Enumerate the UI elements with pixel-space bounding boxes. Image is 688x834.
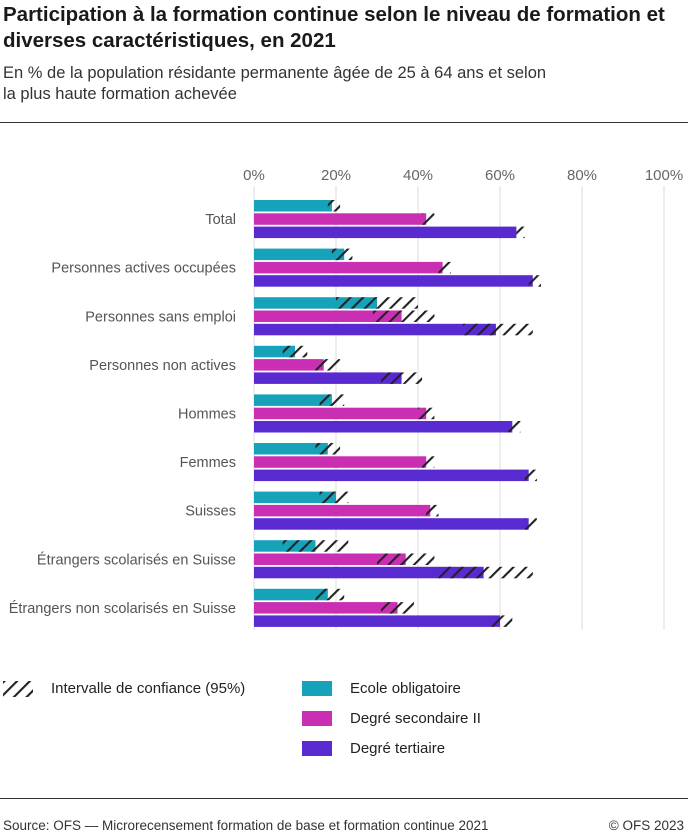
bar xyxy=(254,602,398,614)
category-label: Personnes actives occupées xyxy=(51,261,236,277)
bar xyxy=(254,323,496,336)
confidence-interval xyxy=(319,491,349,504)
confidence-interval xyxy=(491,615,513,627)
bar xyxy=(254,248,345,261)
bar xyxy=(254,553,406,565)
x-tick-label: 40% xyxy=(403,167,433,184)
legend-item-ci: Intervalle de confiance (95%) xyxy=(3,680,245,697)
bar xyxy=(254,394,332,406)
bar xyxy=(254,261,443,274)
bar xyxy=(254,407,427,420)
confidence-interval xyxy=(524,469,537,482)
bar xyxy=(254,200,332,212)
legend-label-tertiaire: Degré tertiaire xyxy=(350,740,446,757)
bar xyxy=(254,213,427,225)
confidence-interval xyxy=(327,200,341,212)
legend-swatch-secondaire xyxy=(302,711,332,726)
category-label: Étrangers scolarisés en Suisse xyxy=(37,551,236,568)
confidence-interval xyxy=(282,345,308,358)
category-label: Personnes sans emploi xyxy=(85,309,236,325)
bar xyxy=(254,491,336,504)
bar xyxy=(254,372,402,384)
confidence-interval xyxy=(524,518,537,530)
confidence-interval xyxy=(422,213,435,225)
x-tick-label: 80% xyxy=(567,167,597,184)
bar xyxy=(254,469,529,482)
confidence-interval xyxy=(438,566,533,579)
confidence-interval xyxy=(463,323,533,336)
bar xyxy=(254,566,484,579)
header-divider xyxy=(0,122,688,123)
confidence-interval xyxy=(418,407,435,420)
bar xyxy=(254,310,402,322)
x-tick-label: 0% xyxy=(243,167,265,184)
legend-ci-label: Intervalle de confiance (95%) xyxy=(51,680,246,697)
source-note: Source: OFS — Microrecensement formation… xyxy=(3,818,489,833)
legend-swatch-ecole xyxy=(302,681,332,696)
confidence-interval xyxy=(282,540,349,552)
chart-subtitle: En % de la population résidante permanen… xyxy=(3,64,547,103)
x-tick-label: 20% xyxy=(321,167,351,184)
bar xyxy=(254,297,377,309)
confidence-interval xyxy=(315,359,341,371)
bar xyxy=(254,275,533,287)
confidence-interval xyxy=(438,261,451,274)
x-tick-label: 60% xyxy=(485,167,515,184)
x-tick-label: 100% xyxy=(645,167,683,184)
confidence-interval xyxy=(528,275,541,287)
confidence-interval xyxy=(319,394,345,406)
confidence-interval xyxy=(508,421,521,433)
category-label: Étrangers non scolarisés en Suisse xyxy=(9,600,236,617)
bar xyxy=(254,226,517,239)
confidence-interval xyxy=(331,248,353,261)
confidence-interval xyxy=(377,553,435,565)
chart-title: Participation à la formation continue se… xyxy=(3,3,665,52)
category-label: Hommes xyxy=(178,406,236,422)
legend-item-secondaire: Degré secondaire II xyxy=(302,710,481,727)
category-label: Total xyxy=(205,212,236,228)
legend-label-secondaire: Degré secondaire II xyxy=(350,710,481,727)
confidence-interval xyxy=(336,297,418,309)
bar-chart: 0% 20% 40% 60% 80% 100% Total Personnes active… xyxy=(9,167,683,630)
category-label: Femmes xyxy=(180,455,236,471)
bar xyxy=(254,504,431,517)
bar xyxy=(254,518,529,530)
bar xyxy=(254,421,513,433)
confidence-interval xyxy=(516,226,525,239)
confidence-interval xyxy=(381,602,414,614)
footer-divider xyxy=(0,798,688,799)
bar xyxy=(254,456,427,468)
legend-item-ecole: Ecole obligatoire xyxy=(302,680,461,697)
confidence-interval xyxy=(315,588,345,601)
copyright-note: © OFS 2023 xyxy=(608,818,684,833)
confidence-interval xyxy=(381,372,423,384)
confidence-interval xyxy=(422,456,435,468)
bar xyxy=(254,359,324,371)
confidence-interval xyxy=(315,443,341,455)
confidence-interval xyxy=(372,310,435,322)
bar xyxy=(254,443,328,455)
legend-label-ecole: Ecole obligatoire xyxy=(350,680,461,697)
legend-item-tertiaire: Degré tertiaire xyxy=(302,740,445,757)
category-label: Suisses xyxy=(185,504,236,520)
bar xyxy=(254,345,295,358)
bar xyxy=(254,615,500,627)
ci-hatch-swatch xyxy=(3,680,33,697)
category-label: Personnes non actives xyxy=(89,358,236,374)
bar xyxy=(254,588,328,601)
confidence-interval xyxy=(426,504,439,517)
legend-swatch-tertiaire xyxy=(302,741,332,756)
